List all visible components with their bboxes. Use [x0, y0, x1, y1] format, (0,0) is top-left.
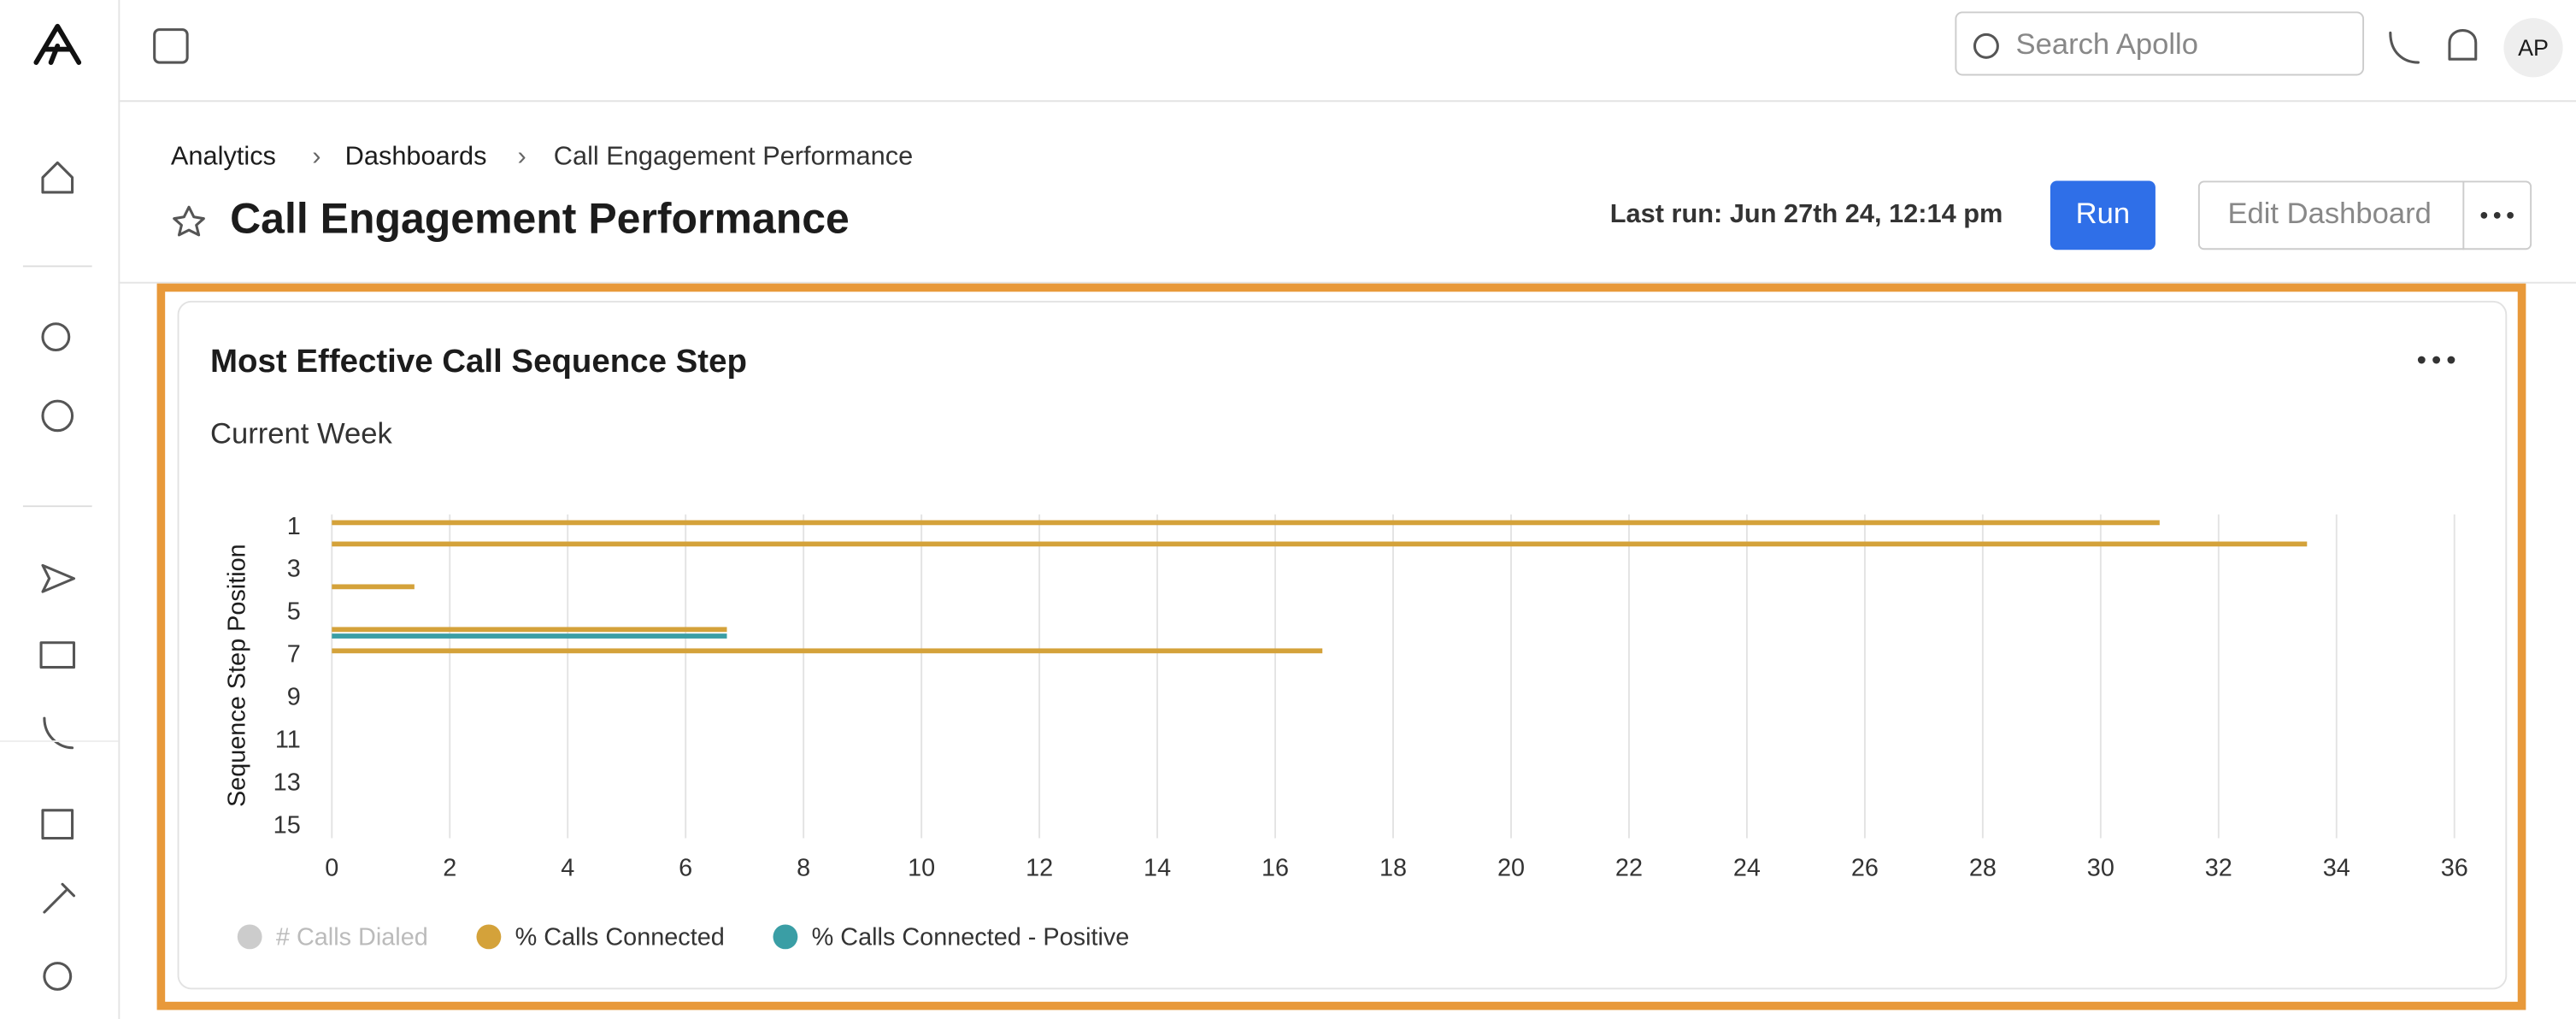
legend-swatch: [773, 924, 798, 950]
send-icon[interactable]: [41, 563, 76, 593]
bar: [332, 520, 2160, 526]
run-button[interactable]: [2050, 180, 2155, 250]
x-tick-label: 12: [1026, 855, 1053, 882]
phone-icon[interactable]: [43, 716, 74, 750]
bar: [332, 633, 727, 639]
legend-label[interactable]: # Calls Dialed: [276, 923, 428, 951]
bar: [332, 541, 2308, 547]
favorite-star[interactable]: [173, 205, 205, 237]
x-tick-label: 2: [443, 855, 456, 882]
y-tick-label: 3: [287, 556, 301, 583]
home-icon[interactable]: [41, 161, 74, 194]
tools-icon[interactable]: [43, 882, 76, 914]
y-tick-label: 1: [287, 513, 301, 540]
x-tick-label: 16: [1262, 855, 1289, 882]
x-tick-label: 14: [1144, 855, 1171, 882]
x-tick-label: 10: [908, 855, 935, 882]
more-button[interactable]: [2480, 212, 2514, 219]
x-tick-label: 18: [1379, 855, 1407, 882]
edit-dashboard-button[interactable]: [2197, 180, 2532, 250]
search-glyph: [1973, 32, 1999, 59]
breadcrumb-current: Call Engagement Performance: [554, 141, 913, 171]
last-run: Last run: Jun 27th 24, 12:14 pm: [1610, 198, 2003, 228]
y-tick-label: 5: [287, 598, 301, 626]
legend-swatch: [237, 924, 262, 950]
toggle-sidebar[interactable]: [153, 28, 189, 64]
y-tick-label: 7: [287, 641, 301, 669]
breadcrumb-separator: ›: [312, 141, 321, 171]
chart-title: Most Effective Call Sequence Step: [210, 343, 747, 380]
x-tick-label: 28: [1969, 855, 1997, 882]
x-tick-label: 32: [2205, 855, 2232, 882]
x-tick-label: 6: [679, 855, 692, 882]
breadcrumb-separator: ›: [517, 141, 526, 171]
avatar-initials: AP: [2518, 35, 2549, 61]
legend-swatch: [476, 924, 502, 950]
chart-card: [177, 300, 2508, 990]
legend-label[interactable]: % Calls Connected - Positive: [812, 923, 1130, 951]
plot: 0 2 4 6 8 10 12 14 16 18 20 22 24 26 28 30 32 34 361357911…: [273, 513, 2468, 882]
highlight-frame: [156, 283, 2526, 1010]
sidebar: [0, 0, 119, 1019]
tasks-icon[interactable]: [41, 809, 74, 840]
legend-label[interactable]: % Calls Connected: [515, 923, 725, 951]
x-tick-label: 22: [1615, 855, 1643, 882]
x-tick-label: 0: [325, 855, 338, 882]
y-tick-label: 15: [273, 812, 301, 839]
y-tick-label: 11: [275, 727, 301, 754]
notifications[interactable]: [2448, 29, 2478, 61]
x-tick-label: 4: [561, 855, 574, 882]
sync-icon[interactable]: [41, 399, 74, 433]
bar: [332, 584, 415, 590]
legend: # Calls Dialed % Calls Connected % Calls C…: [237, 923, 1130, 951]
bar: [332, 627, 727, 633]
bar: [332, 648, 1323, 654]
breadcrumb[interactable]: Analytics: [171, 141, 276, 171]
chart-subtitle: Current Week: [210, 418, 392, 451]
breadcrumb[interactable]: Dashboards: [345, 141, 487, 171]
y-axis-title: Sequence Step Position: [223, 544, 250, 807]
x-tick-label: 8: [797, 855, 810, 882]
search-box[interactable]: [1955, 11, 2365, 76]
x-tick-label: 34: [2323, 855, 2350, 882]
run-label: Run: [2076, 197, 2130, 230]
logo[interactable]: [33, 23, 82, 65]
mail-icon[interactable]: [39, 641, 76, 669]
y-tick-label: 13: [273, 769, 301, 797]
search-icon[interactable]: [41, 322, 71, 352]
search-placeholder: Search Apollo: [2016, 28, 2198, 61]
x-tick-label: 26: [1851, 855, 1879, 882]
card-menu[interactable]: [2417, 356, 2455, 364]
x-tick-label: 24: [1733, 855, 1761, 882]
x-tick-label: 36: [2441, 855, 2468, 882]
x-tick-label: 30: [2087, 855, 2114, 882]
settings-icon[interactable]: [43, 962, 73, 991]
phone-button[interactable]: [2389, 31, 2420, 64]
avatar[interactable]: [2503, 18, 2563, 78]
page-title: Call Engagement Performance: [230, 195, 850, 243]
edit-dashboard-label: Edit Dashboard: [2227, 197, 2431, 230]
x-tick-label: 20: [1497, 855, 1525, 882]
y-tick-label: 9: [287, 684, 301, 711]
